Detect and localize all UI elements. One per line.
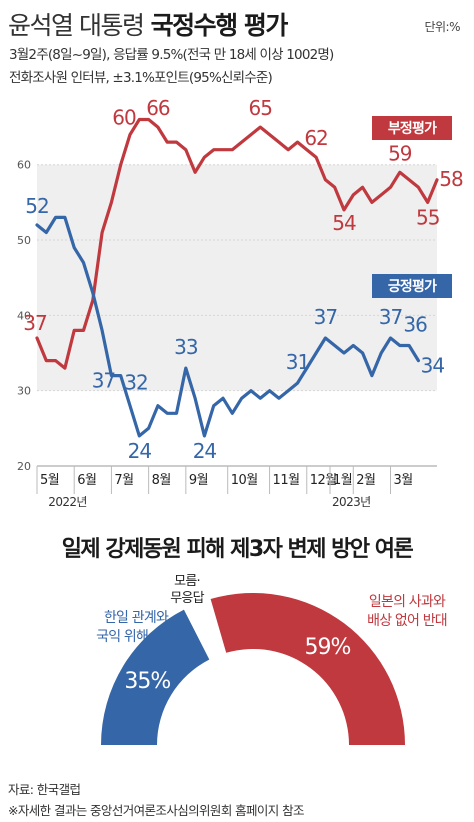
positive-point-label: 24 (128, 439, 152, 463)
title-bold: 국정수행 평가 (150, 11, 289, 40)
positive-point-label: 24 (193, 439, 217, 463)
y-tick-label: 40 (17, 309, 31, 322)
positive-point-label: 37 (379, 305, 403, 329)
positive-series-line (35, 215, 420, 438)
survey-info: 3월2주(8일~9일), 응답률 9.5%(전국 만 18세 이상 1002명) (9, 47, 334, 63)
positive-legend-label: 긍정평가 (388, 278, 437, 295)
oppose-slice (210, 592, 406, 745)
year-label: 2022년 (48, 495, 87, 509)
y-tick-label: 60 (17, 159, 31, 172)
positive-point-label: 31 (286, 350, 309, 374)
agree-label: 한일 관계와 국익 위해 찬성 (96, 610, 177, 645)
negative-point-label: 65 (249, 96, 272, 120)
positive-point-label: 36 (403, 312, 427, 336)
source-note: ※자세한 결과는 중앙선거여론조사심의위원회 홈페이지 참조 (8, 803, 304, 818)
positive-point-label: 33 (174, 335, 198, 359)
x-tick-label: 9월 (189, 473, 208, 488)
y-tick-label: 50 (17, 234, 31, 247)
agree-slice-value: 35% (124, 669, 170, 694)
oppose-label: 일본의 사과와 배상 없어 반대 (367, 594, 448, 629)
x-tick-label: 11월 (273, 473, 300, 488)
negative-point-label: 37 (23, 311, 47, 335)
x-tick-label: 8월 (152, 473, 171, 488)
positive-legend-badge (372, 274, 452, 298)
neutral-label: 모름· 무응답 (170, 574, 204, 606)
negative-point-label: 58 (439, 167, 463, 191)
positive-point-label: 37 (314, 305, 338, 329)
x-tick-label: 6월 (77, 473, 96, 488)
negative-legend-badge (372, 116, 452, 140)
negative-point-label: 66 (146, 96, 170, 120)
source: 자료: 한국갤럽 (8, 782, 81, 797)
survey-method: 전화조사원 인터뷰, ±3.1%포인트(95%신뢰수준) (9, 70, 273, 86)
x-tick-label: 7월 (114, 473, 133, 488)
negative-point-label: 60 (112, 106, 136, 130)
y-tick-label: 30 (17, 385, 31, 398)
poll-title: 일제 강제동원 피해 제3자 변제 방안 여론 (61, 537, 414, 562)
title-light: 윤석열 대통령 (8, 11, 145, 40)
negative-point-label: 59 (388, 141, 412, 165)
y-tick-label: 20 (17, 460, 31, 473)
x-tick-label: 3월 (393, 473, 412, 488)
negative-point-label: 54 (332, 211, 356, 235)
positive-point-label: 37 (92, 369, 116, 393)
x-tick-label: 5월 (40, 473, 59, 488)
negative-series-line (35, 117, 439, 370)
oppose-slice-value: 59% (305, 635, 351, 660)
negative-point-label: 55 (416, 205, 439, 229)
negative-point-label: 62 (304, 126, 327, 150)
positive-point-label: 34 (421, 354, 445, 378)
positive-point-label: 52 (25, 194, 48, 218)
year-label: 2023년 (332, 495, 371, 509)
x-tick-label: 2월 (356, 473, 375, 488)
opinion-gauge-chart: 35% 59% (101, 592, 406, 745)
unit-label: 단위:% (424, 20, 460, 34)
positive-point-label: 32 (124, 371, 147, 395)
neutral-slice (184, 599, 227, 660)
x-tick-label: 10월 (231, 473, 258, 488)
x-tick-label: 1월 (333, 473, 352, 488)
negative-legend-label: 부정평가 (388, 120, 437, 137)
agree-slice (101, 609, 210, 745)
chart-title: 윤석열 대통령 국정수행 평가 단위:% (8, 6, 468, 40)
